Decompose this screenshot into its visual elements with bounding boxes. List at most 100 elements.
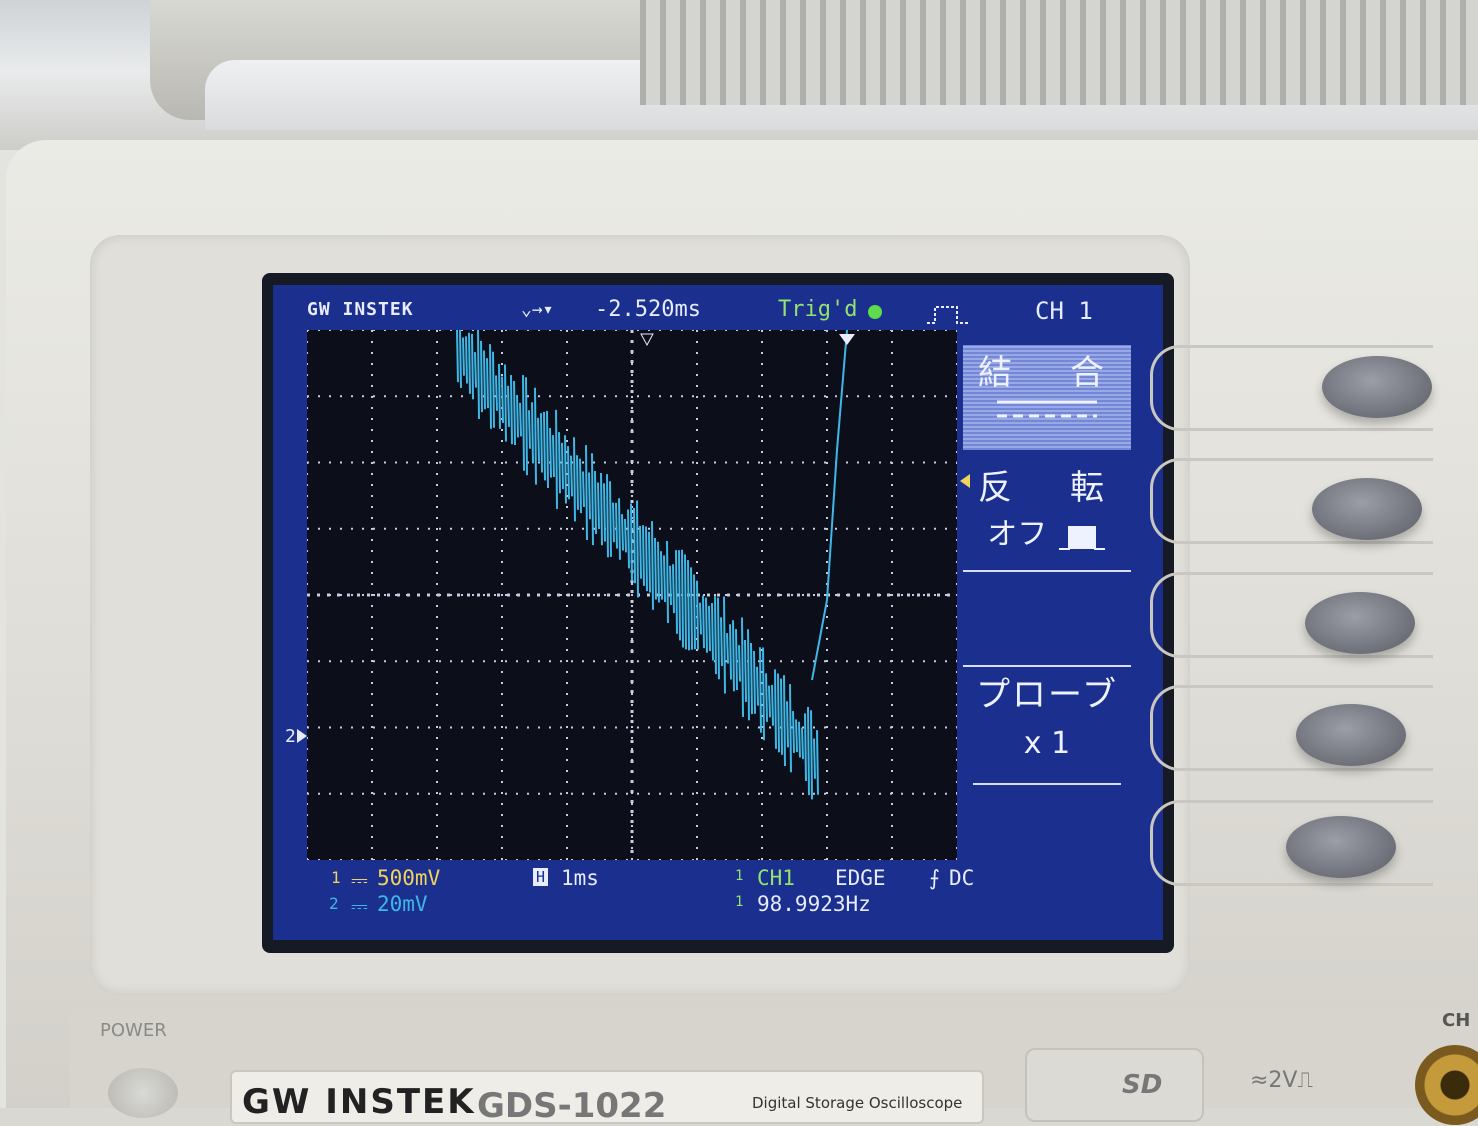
ch1-waveform-trace — [456, 330, 848, 800]
sd-card-slot[interactable]: SD — [1025, 1048, 1204, 1122]
trace-segment — [594, 470, 597, 534]
trace-segment — [639, 525, 642, 579]
softkey-3-button[interactable] — [1305, 592, 1415, 654]
graticule-center-axes — [307, 330, 957, 860]
softkey-bracket — [1150, 458, 1433, 544]
trace-segment — [501, 376, 504, 423]
trigger-source: CH1 — [757, 866, 795, 890]
trace-segment — [726, 633, 729, 664]
rising-edge-icon: ⨍ — [929, 866, 940, 890]
trace-segment — [741, 617, 744, 717]
trace-segment — [717, 597, 720, 680]
menu-blank-slot[interactable] — [963, 570, 1131, 652]
trace-segment — [687, 560, 690, 651]
trace-segment — [762, 647, 765, 741]
trace-segment — [468, 332, 471, 394]
trace-segment — [474, 352, 477, 388]
trace-segment — [621, 514, 624, 551]
trace-segment — [816, 730, 819, 795]
trace-segment — [678, 550, 681, 641]
menu-coupling[interactable]: 結 合 — [963, 345, 1131, 450]
trace-segment — [636, 500, 639, 598]
trace-segment — [567, 446, 570, 500]
trace-segment — [690, 567, 693, 650]
measurement-bar: 1 ⎓ 500mV 2 ⎓ 20mV H 1ms 1 CH1 EDGE ⨍ DC… — [273, 860, 1163, 940]
trace-segment — [738, 645, 741, 682]
trace-segment — [612, 502, 615, 543]
trace-segment — [543, 411, 546, 481]
trace-segment — [618, 498, 621, 560]
trace-segment — [648, 531, 651, 593]
trace-segment — [489, 344, 492, 429]
trace-segment — [720, 617, 723, 667]
brand-name: GW INSTEK — [242, 1082, 476, 1122]
trace-segment — [786, 701, 789, 748]
trace-segment — [705, 597, 708, 653]
trace-segment — [546, 410, 549, 488]
trace-segment — [714, 596, 717, 675]
trace-segment — [807, 706, 810, 796]
trace-rising-edge — [811, 330, 848, 681]
trace-segment — [669, 565, 672, 605]
channel-connector-label: CH — [1442, 1010, 1471, 1031]
ch1-scale: 500mV — [377, 866, 441, 890]
trace-segment — [711, 602, 714, 661]
trigger-level-marker — [960, 474, 970, 488]
trace-segment — [672, 564, 675, 614]
waveform-graticule — [307, 330, 957, 860]
menu-probe[interactable]: プローブ x 1 — [963, 665, 1131, 777]
trace-segment — [708, 605, 711, 652]
trace-segment — [510, 375, 513, 445]
trace-segment — [528, 410, 531, 449]
trace-segment — [768, 685, 771, 718]
menu-invert[interactable]: 反 転 オフ — [963, 460, 1131, 560]
trace-segment — [519, 402, 522, 437]
softkey-5-button[interactable] — [1286, 816, 1396, 878]
probe-value: x 1 — [1023, 726, 1071, 761]
power-label: POWER — [100, 1020, 167, 1041]
trigger-position-marker — [839, 334, 855, 345]
horizontal-position-icon: ⌄→▾ — [521, 299, 554, 320]
trace-segment — [783, 675, 786, 766]
trace-segment — [777, 673, 780, 753]
trace-segment — [504, 364, 507, 442]
trigger-source-marker-icon: 1 — [735, 868, 744, 884]
trace-segment — [477, 330, 480, 419]
trace-segment — [750, 643, 753, 715]
trace-segment — [486, 358, 489, 409]
trace-segment — [471, 333, 474, 400]
probe-title: プローブ — [976, 675, 1118, 715]
softkey-1-button[interactable] — [1322, 356, 1432, 418]
trace-segment — [735, 629, 738, 690]
trace-segment — [552, 435, 555, 478]
trace-segment — [561, 442, 564, 490]
trace-segment — [732, 620, 735, 692]
trace-segment — [534, 387, 537, 485]
trace-segment — [549, 427, 552, 478]
softkey-4-button[interactable] — [1296, 704, 1406, 766]
svg-text:2: 2 — [285, 726, 296, 747]
vent-grille — [640, 0, 1478, 105]
trace-segment — [675, 550, 678, 634]
frequency-marker-icon: 1 — [735, 894, 744, 910]
trace-segment — [582, 471, 585, 508]
trace-segment — [585, 445, 588, 540]
trace-segment — [798, 721, 801, 758]
horizontal-position: -2.520ms — [595, 297, 701, 322]
softkey-2-button[interactable] — [1312, 478, 1422, 540]
brand-plate: GW INSTEK GDS-1022 Digital Storage Oscil… — [230, 1070, 984, 1126]
power-button[interactable] — [108, 1068, 178, 1118]
trace-segment — [465, 336, 468, 384]
trace-segment — [813, 738, 816, 779]
trace-segment — [633, 507, 636, 584]
trace-segment — [579, 458, 582, 514]
trace-segment — [747, 629, 750, 721]
trace-segment — [780, 678, 783, 755]
invert-title: 反 転 — [978, 468, 1116, 508]
trace-segment — [495, 375, 498, 411]
trace-segment — [573, 437, 576, 522]
trace-segment — [480, 340, 483, 413]
trace-segment — [630, 503, 633, 582]
dc-coupling-icon — [997, 400, 1097, 418]
trace-segment — [513, 380, 516, 446]
